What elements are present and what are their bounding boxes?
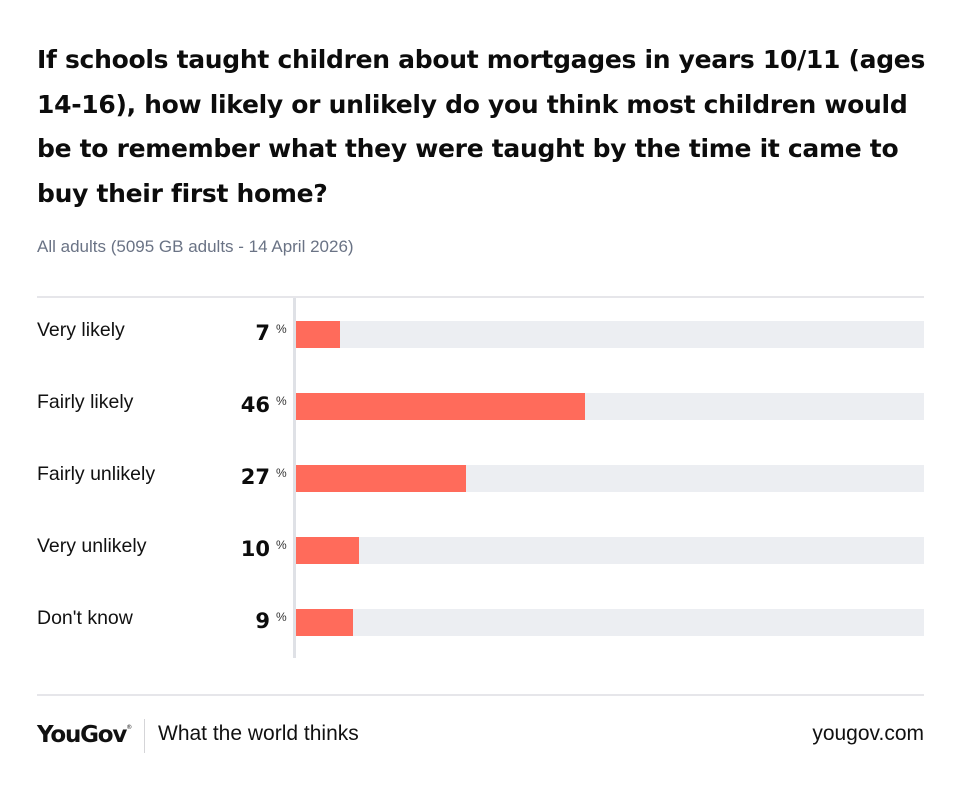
chart-title: If schools taught children about mortgag… <box>37 45 926 208</box>
category-label: Don't know <box>37 607 133 629</box>
logo-separator <box>144 719 145 753</box>
percent-unit: % <box>276 610 287 624</box>
chart-axis-line <box>293 298 296 658</box>
data-label: 9 <box>255 609 270 633</box>
bar <box>296 393 585 420</box>
data-label: 7 <box>255 321 270 345</box>
chart-subtitle: All adults (5095 GB adults - 14 April 20… <box>37 237 354 256</box>
data-label: 10 <box>240 537 270 561</box>
category-label: Fairly likely <box>37 391 134 413</box>
bar-track <box>296 393 924 420</box>
percent-unit: % <box>276 538 287 552</box>
bar <box>296 321 340 348</box>
data-label: 27 <box>240 465 270 489</box>
bar <box>296 609 353 636</box>
bar <box>296 465 466 492</box>
bar-track <box>296 609 924 636</box>
logo-text: YouGov <box>37 722 127 748</box>
registered-mark: ® <box>126 724 133 731</box>
percent-unit: % <box>276 466 287 480</box>
category-label: Very likely <box>37 319 125 341</box>
category-label: Fairly unlikely <box>37 463 156 485</box>
category-label: Very unlikely <box>37 535 147 557</box>
site-link[interactable]: yougov.com <box>812 722 924 745</box>
bar-track <box>296 537 924 564</box>
bar-track <box>296 465 924 492</box>
bottom-divider <box>37 694 924 696</box>
data-label: 46 <box>240 393 270 417</box>
percent-unit: % <box>276 394 287 408</box>
top-divider <box>37 296 924 298</box>
yougov-logo: YouGov® <box>37 722 132 748</box>
percent-unit: % <box>276 322 287 336</box>
tagline: What the world thinks <box>158 722 359 745</box>
bar <box>296 537 359 564</box>
bar-track <box>296 321 924 348</box>
